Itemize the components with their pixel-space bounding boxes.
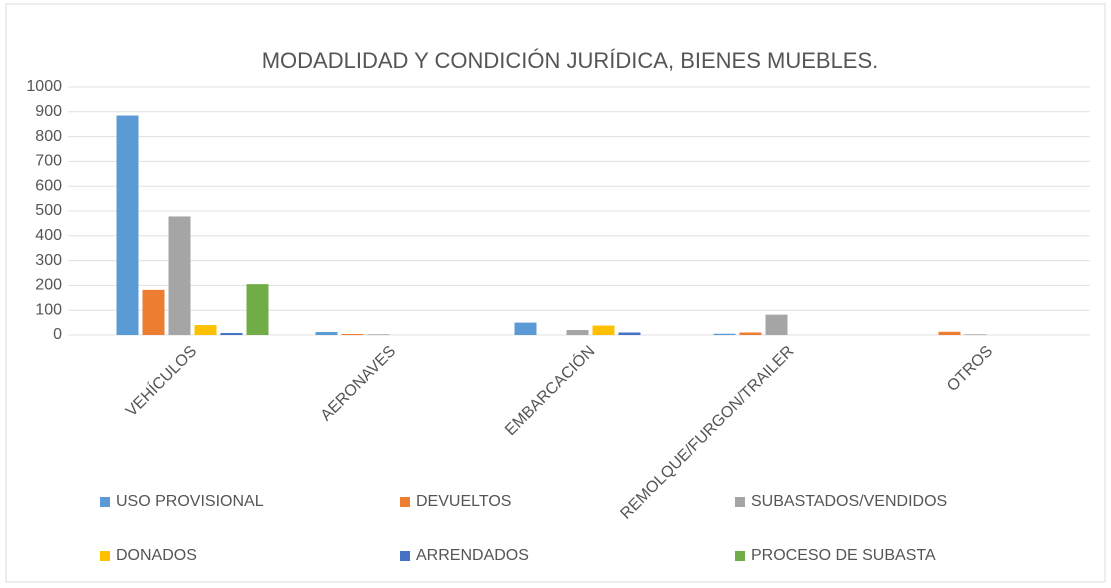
- y-tick-label: 0: [53, 326, 62, 343]
- bar: [116, 115, 139, 336]
- bar: [765, 314, 788, 335]
- legend-swatch: [400, 497, 410, 507]
- y-tick-label: 200: [35, 277, 62, 294]
- legend-label: ARRENDADOS: [416, 547, 529, 564]
- bar: [618, 332, 641, 335]
- bar: [938, 331, 961, 335]
- y-tick-label: 500: [35, 202, 62, 219]
- bar: [592, 325, 615, 335]
- bar: [964, 334, 987, 335]
- bar: [168, 216, 191, 335]
- y-tick-label: 100: [35, 301, 62, 318]
- bar: [315, 332, 338, 335]
- y-tick-label: 700: [35, 153, 62, 170]
- y-tick-label: 800: [35, 128, 62, 145]
- bar: [367, 334, 390, 335]
- legend-label: USO PROVISIONAL: [116, 493, 264, 510]
- bar: [566, 330, 589, 335]
- bar: [739, 332, 762, 335]
- bar: [341, 334, 364, 335]
- y-tick-label: 300: [35, 252, 62, 269]
- bar: [194, 325, 217, 335]
- y-tick-label: 900: [35, 103, 62, 120]
- legend-label: DEVUELTOS: [416, 493, 511, 510]
- y-tick-label: 400: [35, 227, 62, 244]
- legend-swatch: [400, 551, 410, 561]
- bar: [142, 289, 165, 335]
- chart-title: MODADLIDAD Y CONDICIÓN JURÍDICA, BIENES …: [262, 48, 879, 73]
- legend-swatch: [100, 551, 110, 561]
- legend-swatch: [735, 551, 745, 561]
- legend-label: SUBASTADOS/VENDIDOS: [751, 493, 947, 510]
- legend-label: DONADOS: [116, 547, 197, 564]
- bar: [514, 322, 537, 335]
- bar: [713, 333, 736, 335]
- legend-swatch: [100, 497, 110, 507]
- y-tick-label: 600: [35, 177, 62, 194]
- y-tick-label: 1000: [26, 78, 62, 95]
- bar: [246, 284, 269, 335]
- legend-swatch: [735, 497, 745, 507]
- bar: [220, 333, 243, 335]
- legend-label: PROCESO DE SUBASTA: [751, 547, 936, 564]
